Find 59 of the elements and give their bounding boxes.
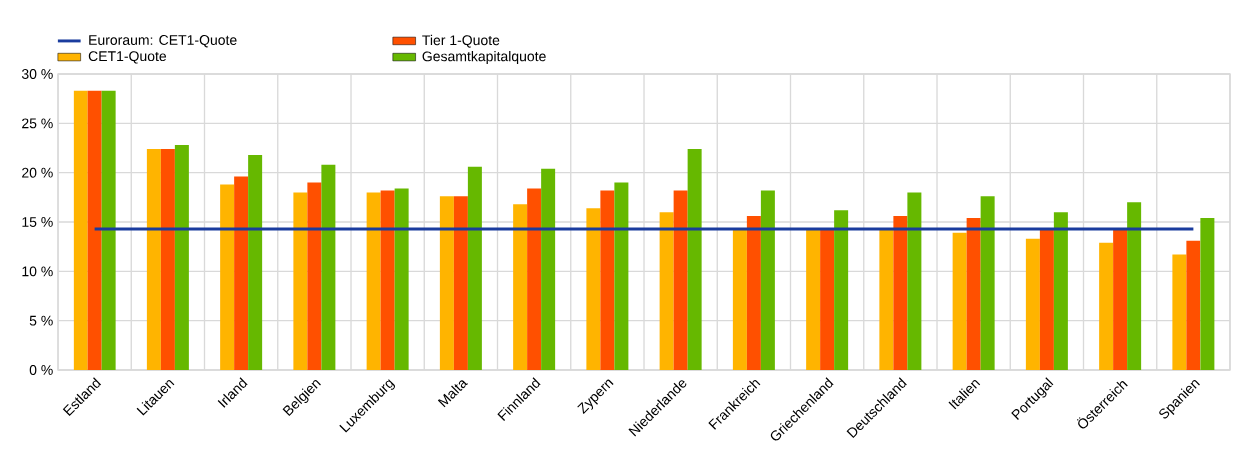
bar xyxy=(966,218,981,370)
bar xyxy=(174,145,189,370)
bar xyxy=(160,148,175,370)
bar xyxy=(1186,240,1201,370)
bar xyxy=(980,196,995,370)
legend-label: Euroraum: CET1-Quote xyxy=(89,35,237,48)
bar xyxy=(687,148,702,370)
bar xyxy=(732,229,747,370)
bar xyxy=(146,148,161,370)
bar xyxy=(467,166,482,370)
bar xyxy=(586,208,601,370)
legend-label: Tier 1-Quote xyxy=(422,34,500,48)
bar xyxy=(600,190,615,370)
bar xyxy=(380,190,395,370)
y-tick-label: 5 % xyxy=(29,315,53,326)
y-tick-label: 10 % xyxy=(22,266,53,277)
bar xyxy=(1053,212,1068,370)
bar xyxy=(879,229,894,370)
bar xyxy=(1099,242,1114,370)
bar xyxy=(673,190,688,370)
bar xyxy=(513,204,528,370)
bar xyxy=(439,196,454,370)
bar xyxy=(101,90,116,370)
bar xyxy=(760,190,775,370)
bar xyxy=(1200,218,1215,370)
bar xyxy=(614,182,629,370)
bar xyxy=(806,229,821,370)
y-tick-label: 15 % xyxy=(22,217,53,227)
bar xyxy=(1172,254,1187,370)
bar xyxy=(746,216,761,370)
bar xyxy=(1113,228,1128,370)
bar xyxy=(307,182,322,370)
bar xyxy=(248,154,263,370)
y-tick-label: 30 % xyxy=(21,69,53,79)
bar xyxy=(293,192,308,370)
bar xyxy=(893,216,908,370)
bar xyxy=(394,188,409,370)
bar xyxy=(952,232,967,370)
bar xyxy=(453,196,468,370)
bar xyxy=(73,90,88,370)
y-tick-label: 20 % xyxy=(22,167,53,178)
bar xyxy=(820,228,835,370)
bar xyxy=(659,212,674,370)
bar xyxy=(1127,202,1142,370)
bar xyxy=(87,90,102,370)
bar xyxy=(541,168,556,370)
bar xyxy=(321,164,336,370)
legend-label: Gesamtkapitalquote xyxy=(422,51,546,65)
bar xyxy=(527,188,542,370)
bar xyxy=(220,184,235,370)
bar xyxy=(1025,238,1040,370)
y-tick-label: 0 % xyxy=(29,365,53,375)
bar xyxy=(907,192,922,370)
y-tick-label: 25 % xyxy=(22,118,53,129)
bar xyxy=(834,210,849,370)
bar xyxy=(1039,228,1054,370)
legend-label: CET1-Quote xyxy=(88,51,167,64)
bar xyxy=(366,192,381,370)
bar xyxy=(234,176,249,370)
